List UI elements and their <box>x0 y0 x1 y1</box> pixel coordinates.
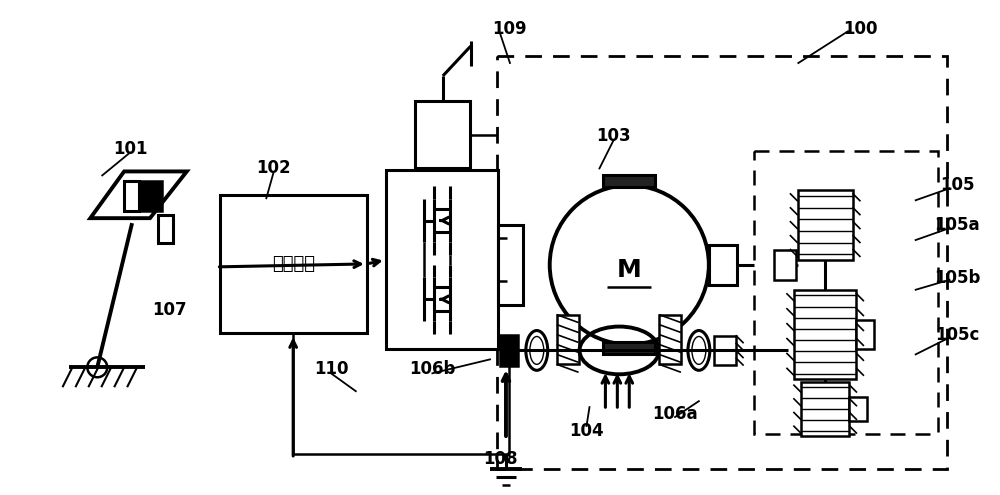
Text: 105: 105 <box>940 176 975 195</box>
Text: 105a: 105a <box>935 216 980 234</box>
Bar <box>497 56 947 469</box>
Bar <box>714 336 736 365</box>
Bar <box>415 101 470 168</box>
Text: 102: 102 <box>256 159 291 177</box>
Text: 103: 103 <box>596 127 631 145</box>
Bar <box>498 225 523 305</box>
Bar <box>709 245 737 285</box>
Text: 电控单元: 电控单元 <box>272 255 315 273</box>
Bar <box>220 196 367 333</box>
Text: 105b: 105b <box>934 269 981 287</box>
Bar <box>603 343 655 354</box>
Bar <box>659 315 681 364</box>
Text: 108: 108 <box>483 450 517 468</box>
Text: 107: 107 <box>153 300 187 319</box>
Bar <box>856 320 874 349</box>
Text: 105c: 105c <box>935 326 980 344</box>
Bar <box>124 181 139 211</box>
Text: 106a: 106a <box>652 405 698 423</box>
Bar <box>801 382 849 437</box>
Bar <box>140 181 162 211</box>
Text: 110: 110 <box>314 360 348 378</box>
Bar <box>794 290 856 379</box>
Bar <box>557 315 579 364</box>
Text: 106b: 106b <box>409 360 456 378</box>
Text: M: M <box>617 258 642 282</box>
Bar <box>603 175 655 187</box>
Text: 109: 109 <box>493 20 527 38</box>
Bar <box>500 335 518 366</box>
Bar <box>754 150 938 434</box>
Bar <box>158 215 173 243</box>
Bar <box>798 190 853 260</box>
Bar <box>386 170 498 349</box>
Bar <box>849 397 867 421</box>
Text: 101: 101 <box>113 140 147 157</box>
Bar <box>774 250 796 280</box>
Text: 100: 100 <box>843 20 877 38</box>
Text: 104: 104 <box>569 422 604 440</box>
